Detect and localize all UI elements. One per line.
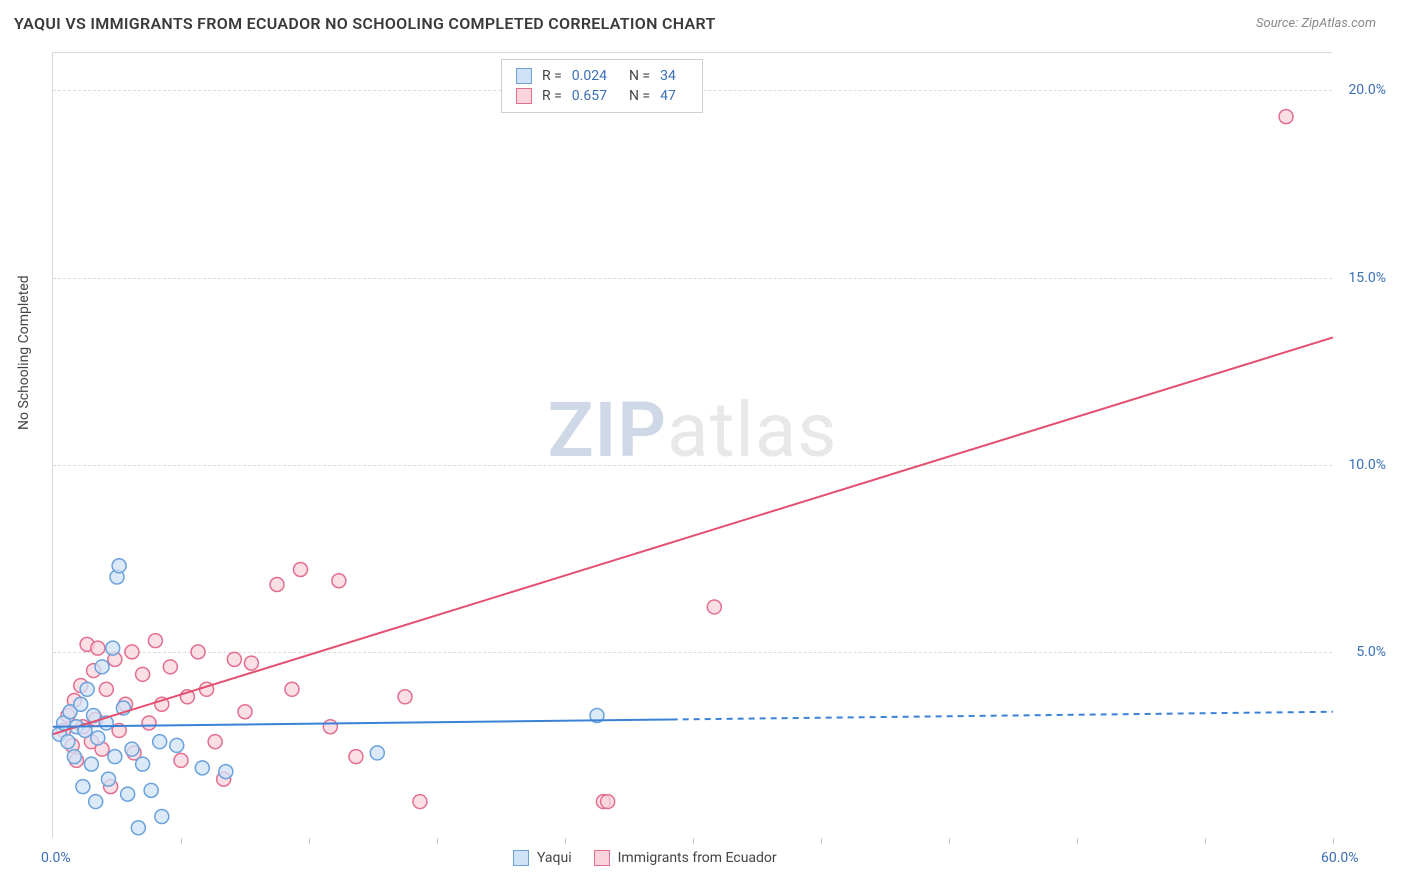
legend-row-yaqui: R = 0.024 N = 34 (516, 66, 688, 86)
r-label-ecuador: R = (542, 88, 562, 104)
swatch-yaqui (516, 68, 532, 84)
x-tick-label: 0.0% (41, 850, 71, 866)
r-label-yaqui: R = (542, 68, 562, 84)
source-attribution: Source: ZipAtlas.com (1256, 16, 1376, 31)
chart-title: YAQUI VS IMMIGRANTS FROM ECUADOR NO SCHO… (14, 14, 716, 33)
chart-plot-area: ZIPatlas R = 0.024 N = 34 R = 0.657 N = … (52, 52, 1332, 838)
r-value-yaqui: 0.024 (572, 68, 607, 84)
n-label-yaqui: N = (629, 68, 650, 84)
r-value-ecuador: 0.657 (572, 88, 607, 104)
y-tick-label: 15.0% (1336, 270, 1386, 286)
legend-item-ecuador: Immigrants from Ecuador (594, 850, 777, 866)
scatter-svg (53, 53, 1332, 838)
source-name: ZipAtlas.com (1301, 16, 1376, 31)
n-value-yaqui: 34 (660, 68, 676, 84)
source-prefix: Source: (1256, 16, 1301, 31)
legend-row-ecuador: R = 0.657 N = 47 (516, 86, 688, 106)
x-tick-label: 60.0% (1321, 850, 1359, 866)
swatch-ecuador-2 (594, 850, 610, 866)
n-label-ecuador: N = (629, 88, 650, 104)
series-legend: Yaqui Immigrants from Ecuador (513, 850, 777, 866)
correlation-legend: R = 0.024 N = 34 R = 0.657 N = 47 (501, 59, 703, 113)
y-axis-label: No Schooling Completed (16, 275, 32, 430)
series-label-yaqui: Yaqui (537, 850, 572, 866)
series-label-ecuador: Immigrants from Ecuador (618, 850, 777, 866)
swatch-ecuador (516, 88, 532, 104)
y-tick-label: 5.0% (1336, 644, 1386, 660)
swatch-yaqui-2 (513, 850, 529, 866)
n-value-ecuador: 47 (660, 88, 676, 104)
y-tick-label: 10.0% (1336, 457, 1386, 473)
y-tick-label: 20.0% (1336, 82, 1386, 98)
legend-item-yaqui: Yaqui (513, 850, 572, 866)
